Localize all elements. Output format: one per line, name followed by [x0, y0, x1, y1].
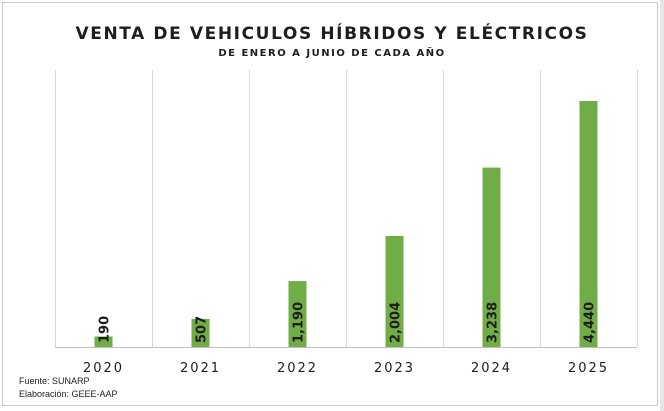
x-tick-label-2022: 2022 [277, 361, 318, 376]
bar-2022 [288, 281, 307, 347]
bar-2023 [385, 236, 404, 347]
data-label-2021: 507 [195, 316, 210, 343]
x-tick-label-2020: 2020 [83, 361, 124, 376]
chart-title: VENTA DE VEHICULOS HÍBRIDOS Y ELÉCTRICOS [75, 24, 589, 44]
x-tick-label-2024: 2024 [471, 361, 512, 376]
chart-subtitle: DE ENERO A JUNIO DE CADA AÑO [218, 48, 446, 59]
bar-2020 [94, 336, 113, 347]
data-label-2020: 190 [98, 316, 113, 343]
x-tick-label-2021: 2021 [180, 361, 221, 376]
x-tick-label-2023: 2023 [374, 361, 415, 376]
x-tick-label-2025: 2025 [568, 361, 609, 376]
data-label-2022: 1,190 [292, 302, 307, 343]
bar-2021 [191, 318, 210, 347]
data-label-2023: 2,004 [389, 302, 404, 343]
source-note: Fuente: SUNARP [19, 376, 90, 386]
bar-2025 [579, 101, 598, 347]
elaboration-note: Elaboración: GEEE-AAP [19, 389, 118, 399]
window-edge [660, 0, 664, 411]
bar-2024 [482, 167, 501, 347]
data-label-2025: 4,440 [583, 302, 598, 343]
data-label-2024: 3,238 [486, 302, 501, 343]
